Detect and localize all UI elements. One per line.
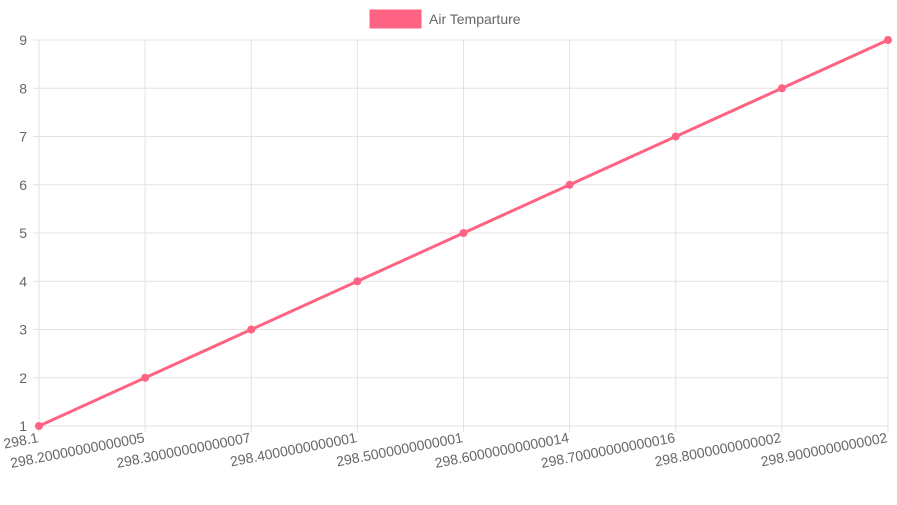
legend-label[interactable]: Air Temparture bbox=[429, 11, 521, 27]
legend[interactable]: Air Temparture bbox=[369, 9, 521, 29]
x-axis: 298.1298.20000000000005298.3000000000000… bbox=[2, 429, 889, 471]
data-point[interactable] bbox=[777, 84, 786, 93]
y-axis: 1 2 3 4 5 6 7 8 9 bbox=[19, 32, 27, 434]
y-tick-label: 3 bbox=[19, 322, 27, 338]
data-point[interactable] bbox=[884, 36, 892, 44]
data-point[interactable] bbox=[459, 229, 468, 237]
y-tick-label: 4 bbox=[19, 273, 27, 289]
y-tick-label: 8 bbox=[19, 80, 27, 96]
data-point[interactable] bbox=[671, 132, 680, 141]
legend-swatch[interactable] bbox=[369, 9, 422, 29]
y-tick-label: 2 bbox=[19, 370, 27, 386]
data-point[interactable] bbox=[141, 373, 150, 382]
y-tick-label: 1 bbox=[19, 418, 27, 434]
y-tick-label: 5 bbox=[19, 225, 27, 241]
data-point[interactable] bbox=[35, 422, 43, 430]
y-tick-label: 7 bbox=[19, 129, 27, 145]
y-tick-label: 9 bbox=[19, 32, 27, 48]
data-point[interactable] bbox=[565, 180, 574, 189]
x-tick-label: 298.1 bbox=[2, 429, 40, 451]
data-point[interactable] bbox=[247, 325, 256, 334]
series-layer bbox=[35, 36, 892, 430]
y-tick-label: 6 bbox=[19, 177, 27, 193]
data-point[interactable] bbox=[353, 277, 362, 286]
